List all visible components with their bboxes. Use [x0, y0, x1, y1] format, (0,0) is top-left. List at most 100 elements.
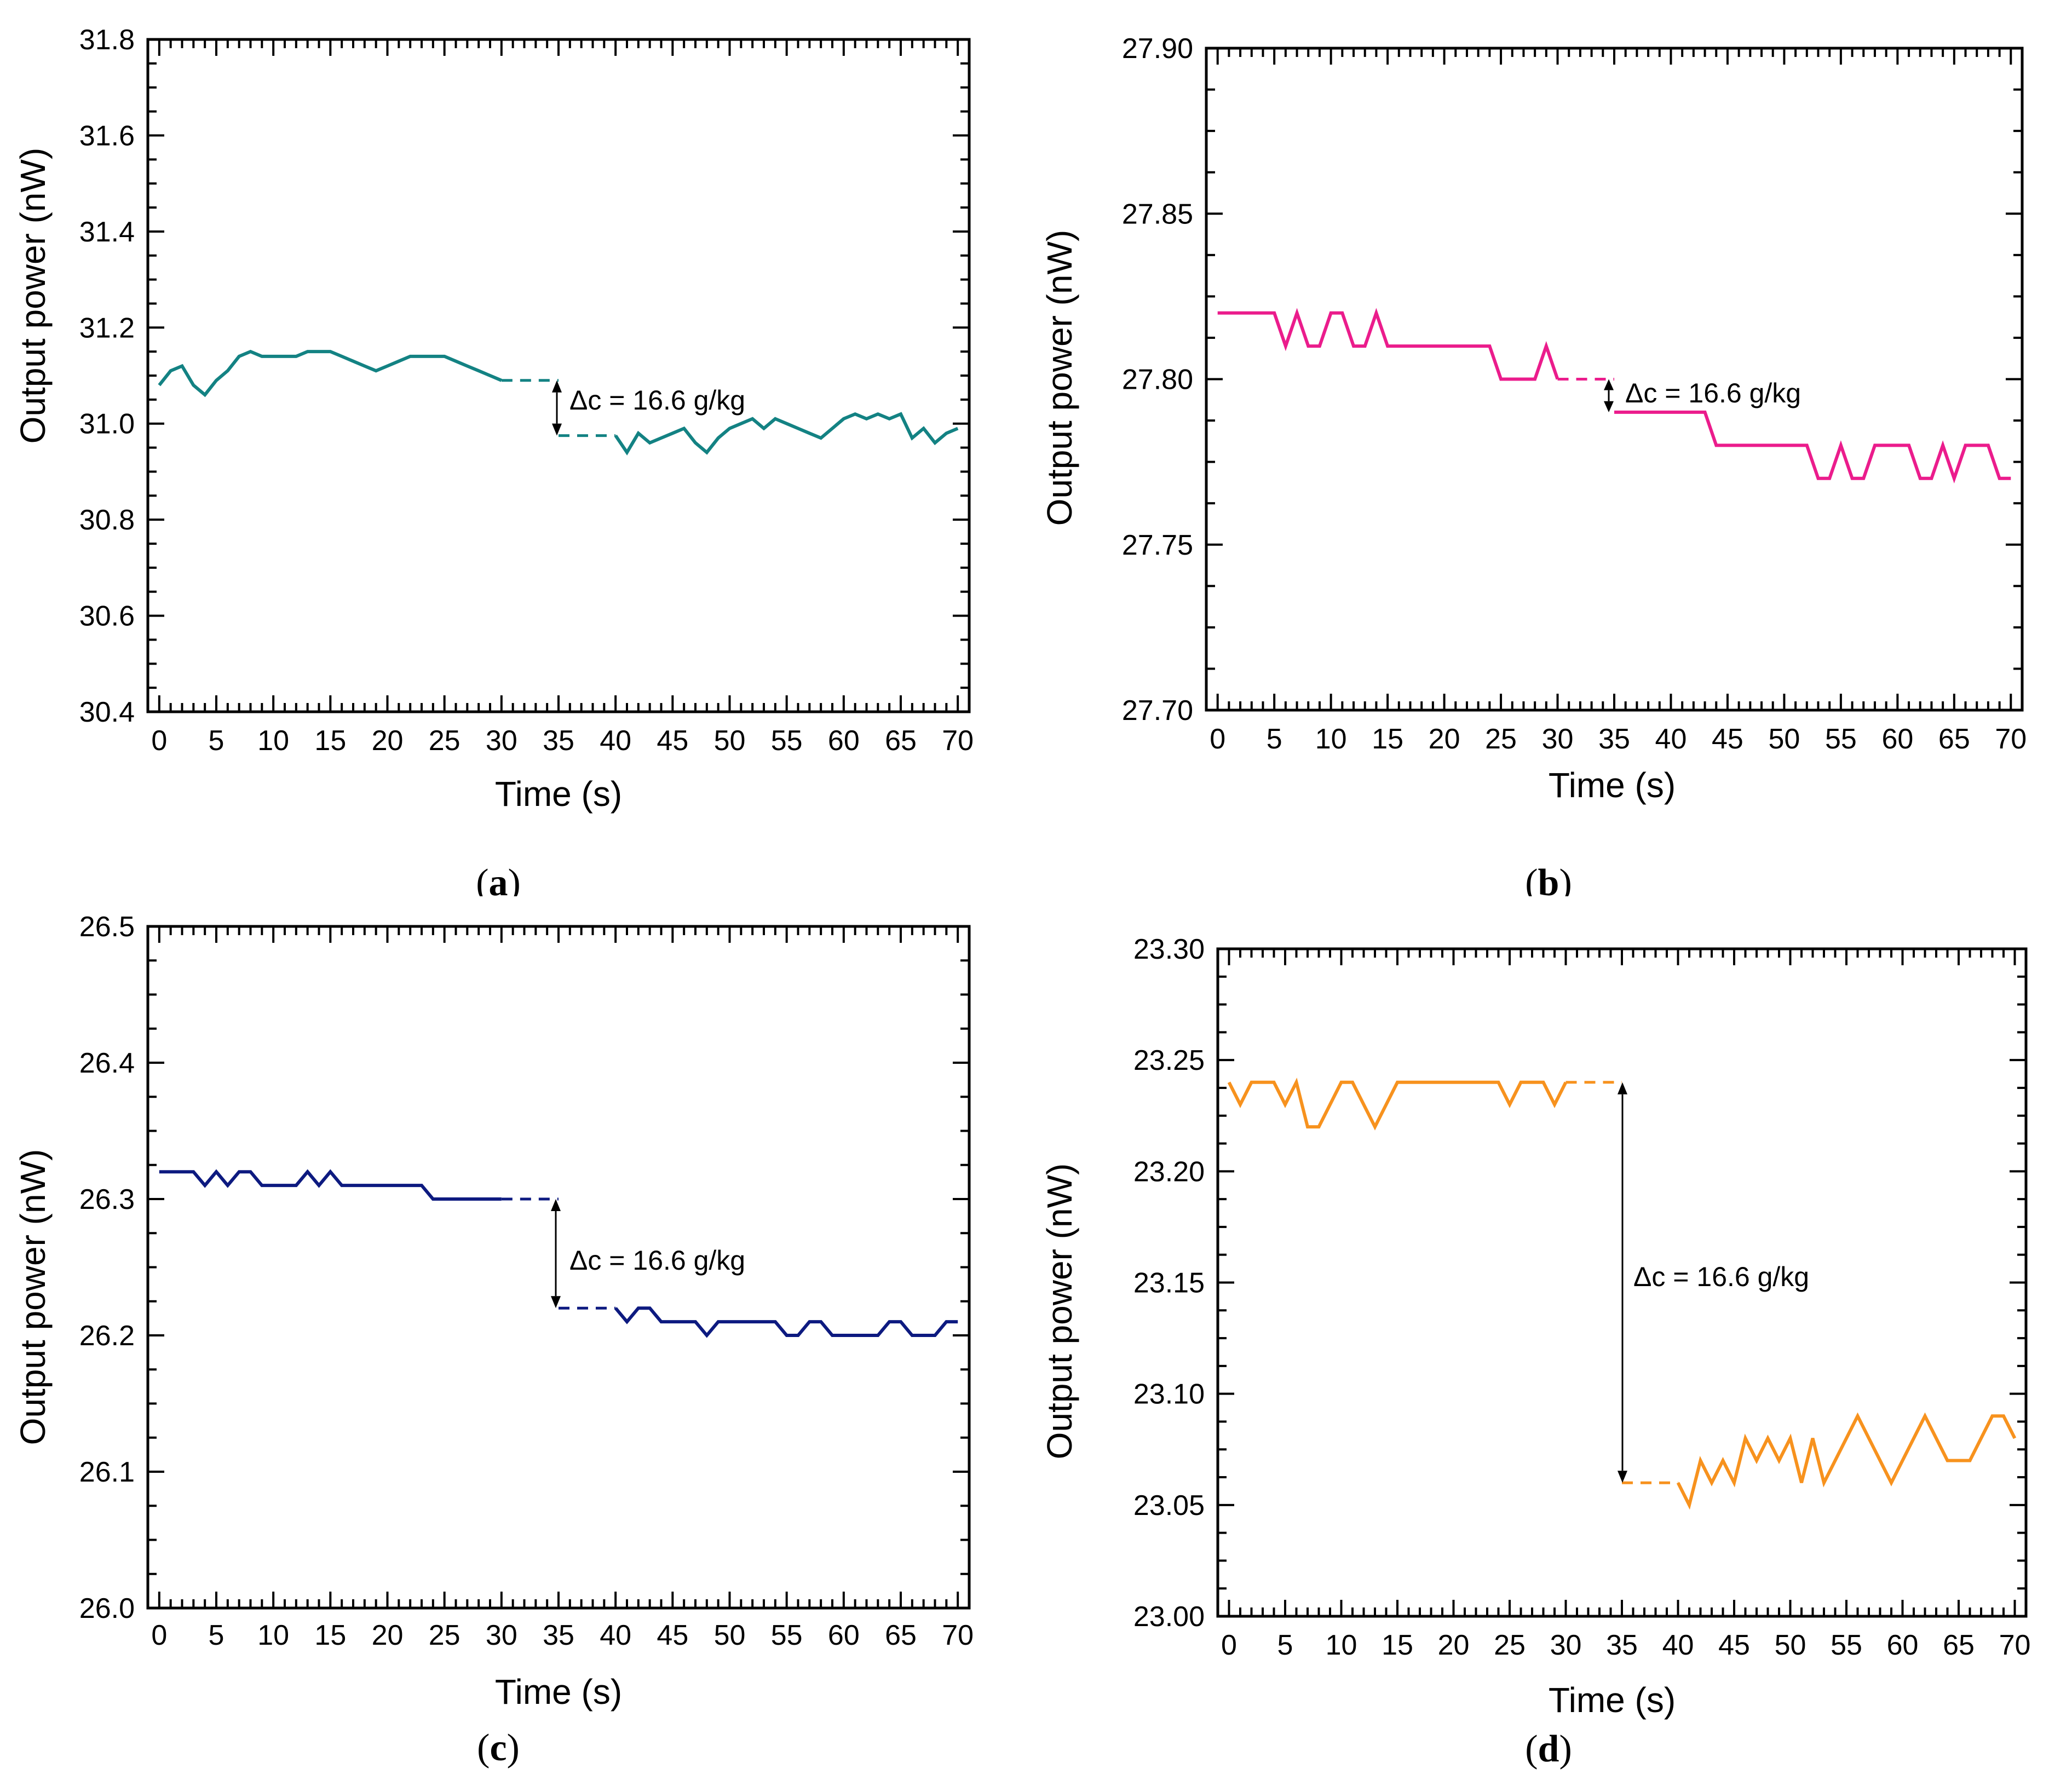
y-tick-label-c: 26.5: [79, 911, 135, 943]
delta-arrow-head-top-d: [1618, 1082, 1627, 1094]
annotation-a: Δc = 16.6 g/kg: [569, 385, 745, 416]
caption-b: (b): [1525, 862, 1572, 896]
x-tick-label-b: 35: [1598, 723, 1630, 755]
y-tick-label-d: 23.25: [1133, 1045, 1205, 1076]
x-tick-label-d: 70: [1999, 1629, 2031, 1661]
y-tick-label-a: 31.6: [79, 120, 135, 152]
x-tick-label-c: 10: [257, 1620, 289, 1651]
x-tick-label-b: 0: [1210, 723, 1225, 755]
x-tick-label-b: 20: [1429, 723, 1460, 755]
caption-d: (d): [1525, 1728, 1572, 1770]
delta-arrow-head-top-b: [1604, 379, 1614, 390]
x-axis-title-a: Time (s): [495, 774, 622, 814]
x-tick-label-d: 25: [1494, 1629, 1526, 1661]
x-tick-label-d: 15: [1382, 1629, 1413, 1661]
y-axis-title-a: Output power (nW): [13, 148, 53, 444]
x-tick-label-a: 65: [885, 725, 917, 757]
x-tick-label-b: 15: [1372, 723, 1403, 755]
x-tick-label-d: 5: [1277, 1629, 1293, 1661]
y-tick-label-a: 31.8: [79, 24, 135, 56]
delta-arrow-head-bottom-a: [552, 423, 562, 436]
y-tick-label-d: 23.20: [1133, 1156, 1205, 1188]
x-axis-title-d: Time (s): [1549, 1680, 1676, 1720]
series-line-after-c: [614, 1306, 958, 1338]
x-tick-label-d: 50: [1775, 1629, 1806, 1661]
y-tick-label-c: 26.0: [79, 1593, 135, 1624]
series-line-after-b: [1614, 410, 2011, 484]
chart-panel-c: Output power (nW) Time (s) (c) Δc = 16.6…: [13, 911, 974, 1769]
chart-panel-d: Output power (nW) Time (s) (d) Δc = 16.6…: [1040, 934, 2031, 1770]
y-axis-title-b: Output power (nW): [1040, 230, 1079, 526]
y-tick-label-b: 27.70: [1122, 695, 1193, 727]
x-tick-label-b: 50: [1768, 723, 1800, 755]
y-tick-label-a: 31.4: [79, 216, 135, 248]
y-tick-label-a: 30.6: [79, 601, 135, 632]
annotation-b: Δc = 16.6 g/kg: [1625, 378, 1801, 408]
x-tick-label-a: 0: [151, 725, 167, 757]
x-tick-label-a: 60: [828, 725, 860, 757]
x-axis-title-b: Time (s): [1549, 765, 1676, 805]
x-tick-label-a: 70: [942, 725, 974, 757]
x-tick-label-c: 50: [714, 1620, 746, 1651]
y-tick-label-b: 27.75: [1122, 529, 1193, 561]
delta-arrow-head-top-a: [552, 380, 562, 393]
delta-arrow-head-bottom-b: [1604, 401, 1614, 412]
x-tick-label-b: 55: [1825, 723, 1857, 755]
x-tick-label-b: 65: [1938, 723, 1970, 755]
y-tick-label-c: 26.2: [79, 1320, 135, 1352]
x-tick-label-d: 45: [1718, 1629, 1750, 1661]
y-tick-label-c: 26.1: [79, 1456, 135, 1488]
x-tick-label-b: 10: [1315, 723, 1347, 755]
x-tick-label-c: 0: [151, 1620, 167, 1651]
series-line-before-a: [158, 349, 502, 397]
plot-frame-c: [146, 925, 971, 1610]
caption-letter-a: a: [489, 862, 508, 896]
delta-arrow-head-top-c: [551, 1199, 561, 1211]
x-tick-label-d: 35: [1606, 1629, 1638, 1661]
x-tick-label-a: 45: [657, 725, 688, 757]
y-tick-label-b: 27.90: [1122, 33, 1193, 65]
x-tick-label-a: 40: [600, 725, 631, 757]
x-tick-label-c: 45: [657, 1620, 688, 1651]
x-tick-label-d: 10: [1326, 1629, 1357, 1661]
x-tick-label-b: 60: [1881, 723, 1913, 755]
y-tick-label-a: 30.4: [79, 696, 135, 728]
x-tick-label-c: 15: [314, 1620, 346, 1651]
chart-panel-a: Output power (nW) Time (s) (a) Δc = 16.6…: [13, 24, 974, 896]
x-tick-label-c: 30: [486, 1620, 517, 1651]
caption-letter-c: c: [490, 1727, 507, 1769]
delta-arrow-head-bottom-c: [551, 1296, 561, 1309]
x-tick-label-b: 25: [1485, 723, 1517, 755]
x-tick-label-d: 20: [1438, 1629, 1470, 1661]
x-tick-label-a: 10: [257, 725, 289, 757]
x-tick-label-a: 25: [429, 725, 461, 757]
caption-letter-b: b: [1538, 862, 1559, 896]
y-tick-label-a: 31.0: [79, 408, 135, 440]
x-axis-title-c: Time (s): [495, 1672, 622, 1712]
y-tick-label-b: 27.85: [1122, 198, 1193, 230]
x-tick-label-b: 45: [1712, 723, 1743, 755]
y-tick-label-d: 23.15: [1133, 1267, 1205, 1299]
y-tick-label-d: 23.00: [1133, 1601, 1205, 1633]
x-tick-label-d: 65: [1943, 1629, 1975, 1661]
x-tick-label-a: 30: [486, 725, 517, 757]
x-tick-label-d: 0: [1221, 1629, 1237, 1661]
x-tick-label-c: 55: [771, 1620, 803, 1651]
x-tick-label-c: 20: [372, 1620, 404, 1651]
y-tick-label-d: 23.10: [1133, 1379, 1205, 1410]
caption-letter-d: d: [1538, 1728, 1559, 1770]
x-tick-label-c: 25: [429, 1620, 461, 1651]
x-tick-label-c: 40: [600, 1620, 631, 1651]
x-tick-label-c: 65: [885, 1620, 917, 1651]
chart-panel-b: Output power (nW) Time (s) (b) Δc = 16.6…: [1040, 33, 2027, 896]
x-tick-label-a: 5: [209, 725, 225, 757]
y-tick-label-a: 31.2: [79, 312, 135, 344]
x-tick-label-b: 40: [1655, 723, 1687, 755]
y-tick-label-d: 23.05: [1133, 1490, 1205, 1522]
series-line-after-a: [614, 412, 959, 456]
annotation-c: Δc = 16.6 g/kg: [569, 1245, 745, 1276]
x-tick-label-d: 55: [1831, 1629, 1862, 1661]
y-tick-label-c: 26.3: [79, 1184, 135, 1215]
x-tick-label-c: 70: [942, 1620, 974, 1651]
annotation-d: Δc = 16.6 g/kg: [1633, 1261, 1809, 1292]
